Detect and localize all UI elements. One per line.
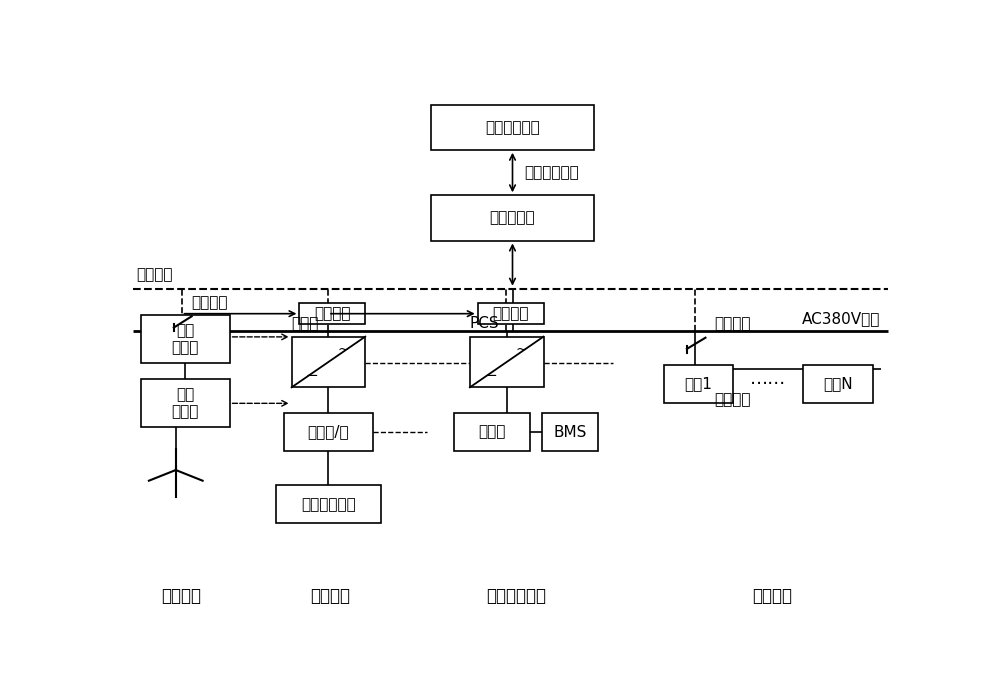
Text: 汇流箱/柜: 汇流箱/柜 [308, 425, 349, 439]
Text: 铅酸储能系统: 铅酸储能系统 [486, 588, 546, 606]
Bar [431, 195, 594, 240]
Text: 无线专网通信: 无线专网通信 [524, 165, 579, 180]
Text: PCS: PCS [470, 316, 500, 331]
Bar [140, 315, 230, 363]
Text: 支路开关: 支路开关 [314, 306, 351, 321]
Bar [276, 485, 381, 523]
Text: 风机
逆变器: 风机 逆变器 [171, 323, 199, 356]
Text: 信号传输: 信号传输 [137, 267, 173, 281]
Text: 光伏发电: 光伏发电 [310, 588, 350, 606]
Bar [664, 365, 733, 403]
Bar [431, 105, 594, 150]
Text: ~: ~ [516, 343, 527, 357]
Text: 风机
控制器: 风机 控制器 [171, 387, 199, 419]
Text: 远程监控系统: 远程监控系统 [485, 120, 540, 134]
Bar [140, 379, 230, 428]
Text: 逆变器: 逆变器 [292, 316, 319, 331]
Text: 负荷N: 负荷N [823, 376, 853, 392]
Text: 用户负荷: 用户负荷 [752, 588, 792, 606]
Text: 电池堆: 电池堆 [479, 425, 506, 439]
Bar [470, 337, 544, 387]
Text: 风力发电: 风力发电 [162, 588, 202, 606]
Bar [478, 303, 544, 324]
Text: 光伏组件阵列: 光伏组件阵列 [301, 497, 356, 511]
Bar [803, 365, 873, 403]
Text: 支路开关: 支路开关 [492, 306, 529, 321]
Bar [454, 413, 530, 451]
Bar [292, 337, 365, 387]
Text: 负荷出线: 负荷出线 [714, 393, 750, 407]
Bar [284, 413, 373, 451]
Bar [542, 413, 598, 451]
Bar [299, 303, 365, 324]
Text: 支路开关: 支路开关 [191, 295, 227, 310]
Text: −: − [306, 368, 319, 383]
Text: 协调控制器: 协调控制器 [490, 211, 535, 225]
Text: 负荷1: 负荷1 [685, 376, 712, 392]
Text: −: − [484, 368, 497, 383]
Text: AC380V母线: AC380V母线 [802, 311, 881, 326]
Text: 支路开关: 支路开关 [714, 316, 750, 331]
Text: ~: ~ [337, 343, 349, 357]
Text: BMS: BMS [553, 425, 587, 439]
Text: ……: …… [750, 370, 786, 388]
